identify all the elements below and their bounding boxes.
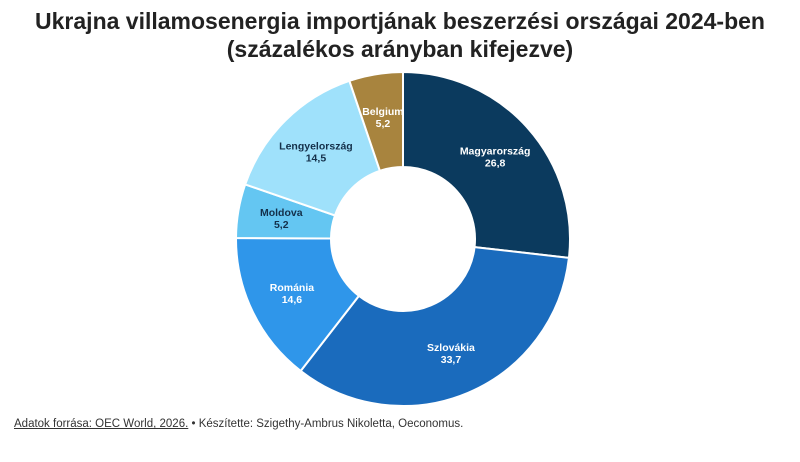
slice-szlovakia	[299, 246, 571, 407]
chart-subtitle: (százalékos arányban kifejezve)	[226, 36, 574, 62]
chart-title: Ukrajna villamosenergia importjának besz…	[35, 8, 765, 34]
slice-belgium	[348, 70, 404, 173]
slice-magyarorszag	[402, 70, 571, 259]
slice-label-moldova: Moldova	[260, 207, 303, 219]
slice-value-moldova: 5,2	[274, 219, 289, 231]
credit-text: • Készítette: Szigethy-Ambrus Nikoletta,…	[188, 418, 464, 430]
slice-label-magyarorszag: Magyarország	[460, 146, 531, 158]
slice-romania	[235, 236, 361, 373]
source-note: Adatok forrása: OEC World, 2026. • Készí…	[14, 418, 463, 430]
slice-label-belgium: Belgium	[362, 106, 403, 118]
slice-value-romania: 14,6	[282, 294, 303, 306]
slice-label-romania: Románia	[270, 282, 315, 294]
slice-value-magyarorszag: 26,8	[485, 158, 506, 170]
source-link[interactable]: Adatok forrása: OEC World, 2026.	[14, 418, 189, 430]
slice-label-lengyelorszag: Lengyelország	[279, 140, 353, 152]
donut-slices	[234, 70, 571, 407]
slice-value-lengyelorszag: 14,5	[306, 152, 327, 164]
slice-lengyelorszag	[243, 79, 382, 217]
slice-label-szlovakia: Szlovákia	[427, 342, 475, 354]
slice-value-belgium: 5,2	[376, 118, 391, 130]
slice-value-szlovakia: 33,7	[441, 354, 462, 366]
